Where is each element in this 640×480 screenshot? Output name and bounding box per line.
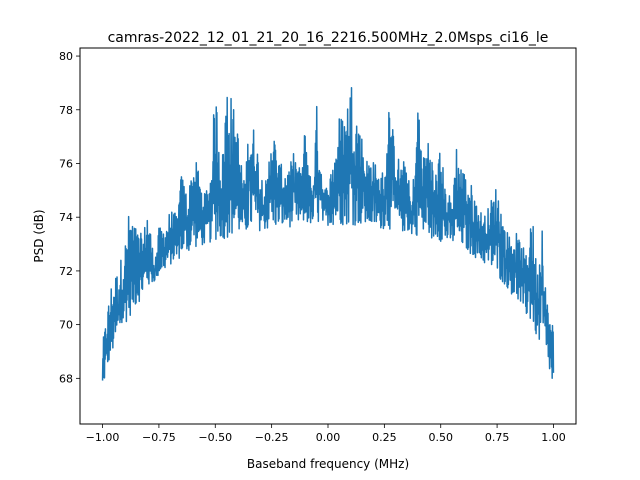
y-axis-label: PSD (dB) xyxy=(32,209,46,262)
x-axis-ticks: −1.00 −0.75 −0.50 −0.25 0.00 0.25 0.50 0.75 1.00 xyxy=(86,424,566,444)
x-tick-label: −0.25 xyxy=(255,431,289,444)
psd-series-line xyxy=(101,87,555,381)
x-tick-label: 0.00 xyxy=(316,431,341,444)
x-tick-label: 1.00 xyxy=(541,431,566,444)
chart-title: camras-2022_12_01_21_20_16_2216.500MHz_2… xyxy=(108,30,549,46)
x-axis-label: Baseband frequency (MHz) xyxy=(247,457,409,471)
y-tick-label: 78 xyxy=(59,104,73,117)
y-tick-label: 74 xyxy=(59,211,73,224)
y-tick-label: 76 xyxy=(59,157,73,170)
x-tick-label: −0.50 xyxy=(198,431,232,444)
series-layer xyxy=(101,87,555,381)
y-tick-label: 70 xyxy=(59,319,73,332)
x-tick-label: −1.00 xyxy=(86,431,120,444)
x-tick-label: −0.75 xyxy=(142,431,176,444)
y-tick-label: 80 xyxy=(59,50,73,63)
x-tick-label: 0.50 xyxy=(428,431,453,444)
y-tick-label: 68 xyxy=(59,372,73,385)
x-tick-label: 0.25 xyxy=(372,431,397,444)
y-tick-label: 72 xyxy=(59,265,73,278)
x-tick-label: 0.75 xyxy=(485,431,510,444)
y-axis-ticks: 68 70 72 74 76 78 80 xyxy=(59,50,80,385)
